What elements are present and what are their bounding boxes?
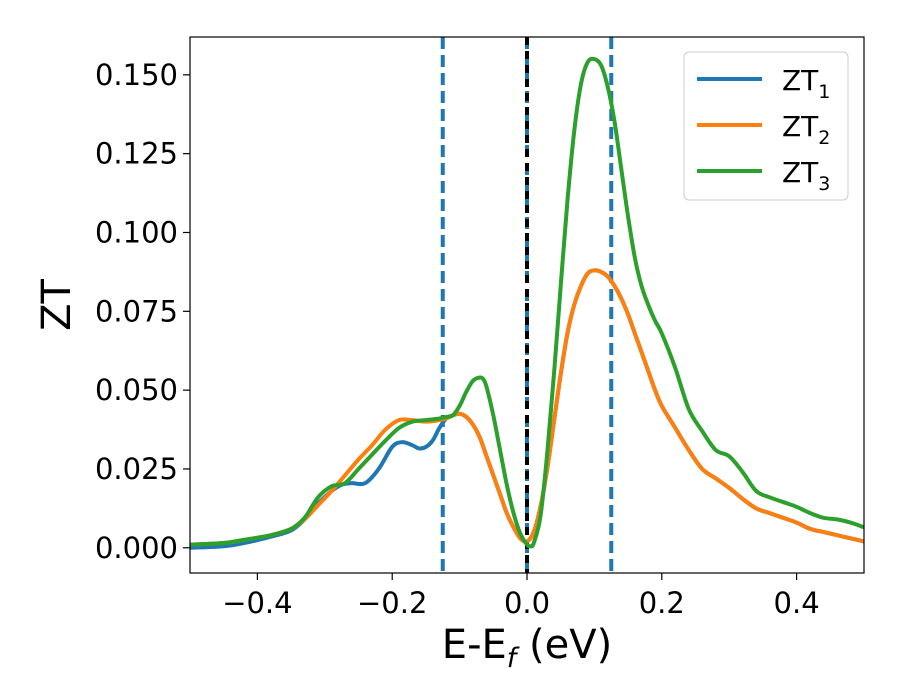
legend: ZT1 ZT2 ZT3 bbox=[683, 51, 849, 201]
legend-label-3: ZT3 bbox=[782, 156, 830, 195]
legend-label-1: ZT1 bbox=[782, 64, 830, 103]
legend-label-2: ZT2 bbox=[782, 110, 830, 149]
legend-label-3-main: ZT bbox=[782, 156, 819, 189]
legend-entry-1: ZT1 bbox=[697, 64, 830, 103]
reference-lines bbox=[440, 37, 614, 573]
x-tick-label: 0.2 bbox=[639, 586, 685, 620]
y-tick-label: 0.150 bbox=[95, 58, 178, 92]
legend-entry-2: ZT2 bbox=[697, 110, 830, 149]
y-axis-ticks: 0.000 0.025 0.050 0.075 0.100 0.125 0.150 bbox=[95, 58, 190, 565]
x-tick-label: −0.4 bbox=[222, 586, 292, 620]
y-tick-label: 0.075 bbox=[95, 294, 178, 328]
y-tick-label: 0.050 bbox=[95, 373, 178, 407]
legend-box bbox=[683, 51, 849, 201]
y-tick-label: 0.000 bbox=[95, 531, 178, 565]
legend-label-1-main: ZT bbox=[782, 64, 819, 97]
legend-label-2-sub: 2 bbox=[818, 127, 830, 149]
legend-label-3-sub: 3 bbox=[818, 173, 830, 195]
x-axis-title-unit: (eV) bbox=[516, 622, 612, 668]
legend-label-1-sub: 1 bbox=[818, 81, 830, 103]
y-axis-title: ZT bbox=[34, 279, 80, 331]
y-tick-label: 0.025 bbox=[95, 452, 178, 486]
series-line-2 bbox=[190, 268, 864, 547]
legend-label-2-main: ZT bbox=[782, 110, 819, 143]
x-axis-ticks: −0.4 −0.2 0.0 0.2 0.4 bbox=[222, 573, 820, 620]
series-lines bbox=[190, 56, 864, 550]
x-tick-label: 0.0 bbox=[504, 586, 550, 620]
x-tick-label: 0.4 bbox=[774, 586, 820, 620]
series-line-3 bbox=[190, 56, 864, 549]
y-tick-label: 0.125 bbox=[95, 137, 178, 171]
x-axis-title: E-Ef (eV) bbox=[442, 622, 612, 674]
x-tick-label: −0.2 bbox=[357, 586, 427, 620]
y-tick-label: 0.100 bbox=[95, 215, 178, 249]
legend-entry-3: ZT3 bbox=[697, 156, 830, 195]
x-axis-title-main: E-E bbox=[442, 622, 507, 668]
